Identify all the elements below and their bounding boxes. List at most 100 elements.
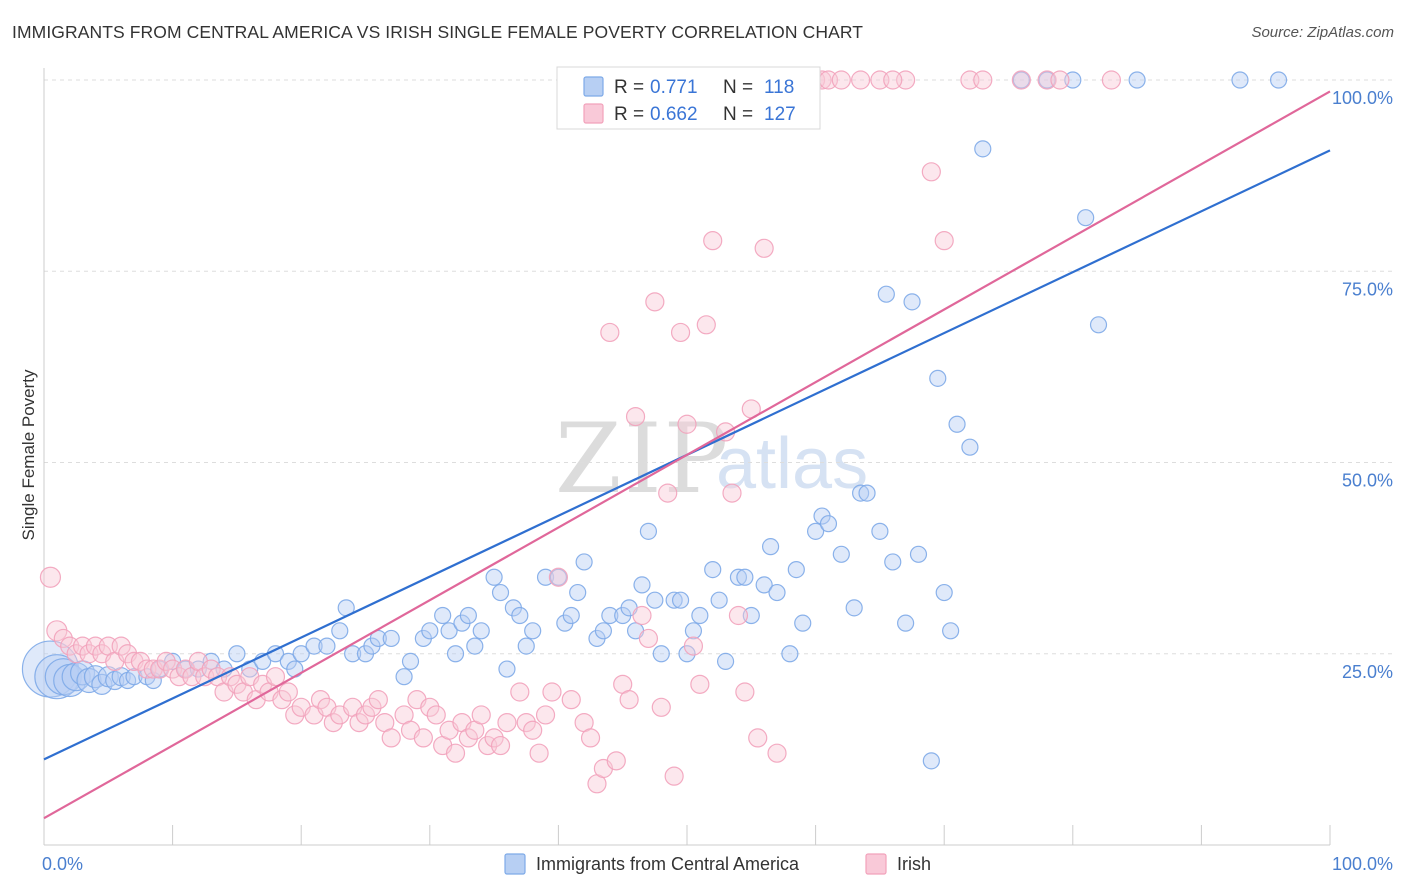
data-point-irish [445,743,466,763]
y-tick-label-100: 100.0% [1332,88,1393,108]
data-point-irish [278,682,298,702]
data-point-central-america [974,140,992,158]
data-point-central-america [794,614,812,632]
data-point-central-america [929,369,947,387]
data-point-central-america [704,560,722,579]
data-point-irish [548,567,569,587]
data-point-irish [413,728,433,748]
data-point-central-america [459,606,477,625]
data-point-irish [632,605,652,626]
data-point-central-america [318,637,336,655]
data-point-central-america [755,576,773,594]
data-point-central-america [909,545,928,563]
data-point-irish [619,690,639,710]
data-point-central-america [517,637,535,655]
data-point-irish [934,231,954,251]
y-tick-label-50: 50.0% [1342,471,1393,491]
data-point-central-america [684,622,703,640]
data-point-central-america [1231,71,1249,89]
stats-legend: R = 0.771 N = 118 R = 0.662 N = 127 [556,66,821,130]
data-point-central-america [331,622,349,640]
data-point-central-america [832,545,850,563]
data-point-central-america [633,576,651,594]
data-point-central-america [858,484,876,502]
data-point-central-america [806,522,825,540]
data-point-central-america [151,660,169,678]
data-point-central-america [382,629,400,648]
data-point-irish [529,743,549,763]
data-point-irish [523,720,543,740]
data-point-central-america [871,522,889,540]
data-point-irish [1011,70,1031,90]
data-point-central-america [736,568,754,586]
legend-swatch-irish [865,853,887,875]
data-point-irish [561,690,581,710]
data-point-central-america [787,560,805,579]
data-point-central-america [491,583,510,602]
data-point-central-america [1012,71,1030,89]
data-point-irish [484,728,504,748]
r-label-1: R = [614,77,644,98]
data-point-irish [645,292,665,312]
data-point-irish [664,766,684,786]
watermark: ZIP atlas [555,403,868,515]
data-point-central-america [729,568,748,586]
data-point-central-america [922,752,940,770]
data-point-irish [497,712,517,733]
data-point-central-america [401,652,420,671]
data-point-irish [426,705,446,725]
data-point-irish [368,690,388,710]
data-point-irish [156,651,176,672]
data-point-central-america [742,606,760,625]
x-tick-label-max: 100.0% [1332,854,1393,874]
data-point-irish [1050,70,1070,90]
data-point-irish [580,728,601,748]
data-point-irish [272,690,292,710]
n-value-2: 127 [764,104,796,125]
trend-line-irish [43,90,1331,820]
data-point-central-america [524,622,542,640]
data-point-central-america [852,484,870,502]
data-point-irish [690,674,710,694]
legend-label-central-america: Immigrants from Central America [536,854,800,874]
data-point-central-america [498,660,516,678]
chart-title: IMMIGRANTS FROM CENTRAL AMERICA VS IRISH… [12,22,864,42]
data-point-central-america [819,515,838,533]
data-point-central-america [942,622,960,640]
data-point-central-america [1077,209,1095,227]
data-point-irish [883,70,903,90]
data-point-central-america [575,553,593,571]
data-point-central-america [511,606,529,625]
data-point-irish [973,70,993,90]
data-point-irish [381,728,401,748]
data-point-irish [625,407,646,427]
axes [43,68,1331,846]
data-point-central-america [948,415,966,433]
data-point-central-america [601,606,619,625]
data-point-irish [285,705,305,725]
data-point-irish [677,414,697,434]
data-point-central-america [472,622,490,640]
data-point-irish [683,636,704,656]
data-point-central-america [286,660,304,678]
data-point-central-america [569,583,587,602]
data-point-irish [265,667,286,687]
data-point-central-america [1089,316,1108,334]
source-credit: Source: ZipAtlas.com [1251,24,1394,41]
data-point-central-america [1038,71,1056,89]
data-point-central-america [961,438,979,456]
data-point-irish [53,628,73,649]
data-point-central-america [691,606,709,625]
data-point-irish [490,735,511,756]
data-point-central-america [935,583,953,602]
data-point-central-america [344,645,362,663]
data-point-irish [111,636,131,656]
data-point-central-america [292,645,310,663]
data-point-central-america [536,568,555,586]
watermark-zip: ZIP [555,403,730,515]
legend-swatch-central-america [504,853,526,875]
data-point-central-america [768,583,786,602]
data-point-irish [349,712,369,733]
data-point-irish [542,682,562,702]
